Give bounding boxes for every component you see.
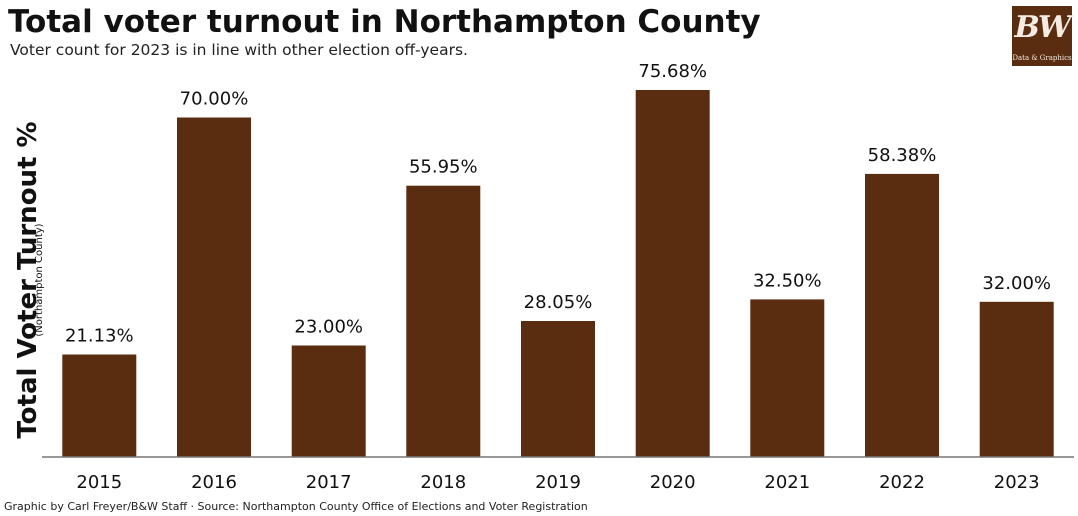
logo-mark: BW [1014, 10, 1071, 45]
value-label-2021: 32.50% [753, 270, 822, 291]
x-tick-label-2023: 2023 [994, 472, 1040, 493]
value-label-2022: 58.38% [868, 145, 937, 166]
value-label-2020: 75.68% [638, 61, 707, 82]
x-tick-label-2019: 2019 [535, 472, 581, 493]
brand-logo: BW Data & Graphics [1012, 6, 1072, 66]
bar-2022 [865, 173, 939, 457]
bar-2020 [635, 90, 710, 457]
bar-2015 [62, 354, 137, 457]
x-tick-label-2016: 2016 [191, 472, 237, 493]
x-tick-label-2018: 2018 [420, 472, 466, 493]
value-label-2018: 55.95% [409, 157, 478, 178]
logo-text: Data & Graphics [1012, 54, 1072, 62]
x-tick-label-2020: 2020 [650, 472, 696, 493]
value-label-2015: 21.13% [65, 326, 134, 347]
value-label-2023: 32.00% [982, 273, 1051, 294]
bar-2023 [979, 301, 1054, 457]
x-tick-label-2021: 2021 [764, 472, 810, 493]
source-credit: Graphic by Carl Freyer/B&W Staff · Sourc… [4, 500, 588, 513]
x-tick-label-2017: 2017 [306, 472, 352, 493]
bar-2018 [406, 185, 481, 457]
x-tick-label-2015: 2015 [76, 472, 122, 493]
value-label-2016: 70.00% [180, 89, 249, 110]
value-label-2019: 28.05% [524, 292, 593, 313]
bar-2017 [291, 345, 366, 457]
bar-2019 [521, 321, 595, 457]
bar-2016 [177, 117, 251, 457]
chart-title: Total voter turnout in Northampton Count… [8, 4, 761, 40]
x-tick-label-2022: 2022 [879, 472, 925, 493]
bar-2021 [750, 299, 825, 457]
value-label-2017: 23.00% [294, 317, 363, 338]
bar-chart: 21.13% 2015 70.00% 2016 23.00% 2017 55.95% 2018… [42, 61, 1074, 493]
chart-subtitle: Voter count for 2023 is in line with oth… [10, 41, 468, 59]
